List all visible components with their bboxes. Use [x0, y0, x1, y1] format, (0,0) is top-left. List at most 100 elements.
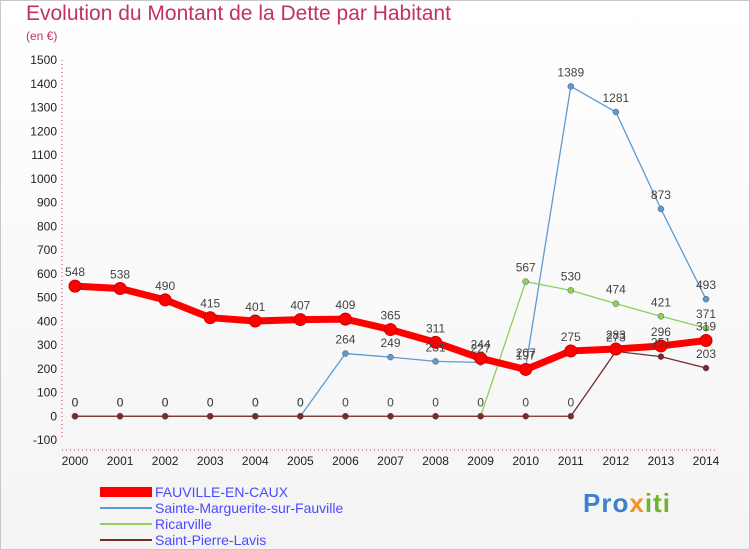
data-label: 415	[200, 297, 220, 311]
y-tick-label: 1000	[30, 172, 57, 186]
data-label: 319	[696, 319, 716, 333]
data-label: 421	[651, 295, 671, 309]
data-label: 249	[380, 336, 400, 350]
y-tick-label: 600	[37, 267, 57, 281]
y-tick-label: 900	[37, 196, 57, 210]
data-point	[206, 413, 214, 420]
x-tick-label: 2013	[648, 454, 675, 468]
data-label: 873	[651, 188, 671, 202]
data-point	[387, 413, 394, 420]
data-point	[564, 344, 578, 358]
y-tick-label: 1100	[31, 148, 57, 162]
y-tick-label: 0	[50, 409, 57, 423]
data-label: 538	[110, 267, 130, 281]
chart-title: Evolution du Montant de la Dette par Hab…	[26, 2, 451, 25]
data-label: 0	[522, 395, 529, 409]
data-label: 0	[252, 395, 259, 409]
data-point	[699, 333, 713, 347]
data-point	[474, 351, 488, 365]
data-point	[522, 278, 529, 285]
data-point	[158, 293, 172, 307]
data-label: 0	[297, 395, 304, 409]
data-label: 0	[162, 395, 169, 409]
data-label: 0	[477, 395, 484, 409]
data-label: 493	[696, 278, 716, 292]
y-tick-label: 1400	[30, 77, 57, 91]
data-point	[203, 311, 217, 325]
data-point	[702, 364, 710, 372]
x-tick-label: 2012	[603, 454, 630, 468]
data-point	[68, 279, 82, 293]
data-label: 530	[561, 269, 581, 283]
legend-label: Ricarville	[155, 516, 212, 532]
chart-unit: (en €)	[26, 29, 58, 43]
data-label: 490	[155, 279, 175, 293]
data-point	[657, 313, 665, 320]
legend-label: Sainte-Marguerite-sur-Fauville	[155, 500, 344, 516]
data-label: 365	[380, 309, 400, 323]
data-point	[567, 83, 575, 90]
logo-part-1: Pro	[583, 488, 630, 518]
data-point	[293, 313, 307, 327]
data-point	[338, 312, 352, 326]
data-label: 371	[696, 307, 716, 321]
data-label: 244	[471, 337, 491, 351]
data-label: 251	[651, 336, 671, 350]
data-point	[477, 413, 484, 420]
data-label: 283	[606, 328, 626, 342]
x-tick-label: 2009	[467, 454, 494, 468]
data-point	[432, 358, 439, 365]
data-point	[567, 287, 575, 294]
data-point	[432, 413, 439, 420]
data-label: 231	[426, 340, 446, 354]
data-point	[113, 281, 127, 295]
data-point	[342, 350, 349, 357]
data-point	[522, 413, 529, 420]
data-point	[116, 413, 124, 420]
data-label: 474	[606, 283, 626, 297]
data-label: 207	[516, 346, 536, 360]
data-label: 0	[117, 395, 124, 409]
data-point	[702, 295, 710, 303]
data-label: 567	[516, 261, 536, 275]
logo-part-3: iti	[644, 488, 671, 518]
y-tick-label: 1200	[30, 124, 57, 138]
data-label: 1389	[557, 65, 584, 79]
data-label: 409	[335, 298, 355, 312]
data-label: 0	[342, 395, 349, 409]
x-tick-label: 2002	[152, 454, 179, 468]
data-label: 296	[651, 325, 671, 339]
x-tick-label: 2004	[242, 454, 269, 468]
x-tick-label: 2007	[377, 454, 404, 468]
legend-swatch	[100, 523, 152, 525]
data-label: 0	[162, 395, 169, 409]
x-tick-label: 2014	[693, 454, 720, 468]
data-point	[342, 413, 349, 420]
data-label: 0	[297, 395, 304, 409]
data-label: 273	[606, 330, 626, 344]
x-tick-label: 2000	[62, 454, 89, 468]
data-point	[429, 335, 443, 349]
series-line	[75, 85, 707, 417]
data-point	[519, 362, 533, 376]
data-label: 401	[245, 300, 265, 314]
x-tick-label: 2006	[332, 454, 359, 468]
data-label: 275	[561, 330, 581, 344]
data-point	[567, 413, 575, 420]
data-point	[609, 342, 623, 356]
data-label: 0	[72, 395, 79, 409]
y-tick-label: 800	[37, 219, 57, 233]
data-point	[654, 339, 668, 353]
x-tick-label: 2005	[287, 454, 314, 468]
data-label: 0	[387, 395, 394, 409]
y-tick-label: 100	[37, 386, 57, 400]
y-tick-label: 400	[37, 314, 57, 328]
y-tick-label: 200	[37, 362, 57, 376]
x-tick-label: 2010	[512, 454, 539, 468]
x-tick-label: 2001	[107, 454, 134, 468]
x-tick-label: 2008	[422, 454, 449, 468]
x-tick-label: 2003	[197, 454, 224, 468]
legend-label: FAUVILLE-EN-CAUX	[155, 484, 289, 500]
